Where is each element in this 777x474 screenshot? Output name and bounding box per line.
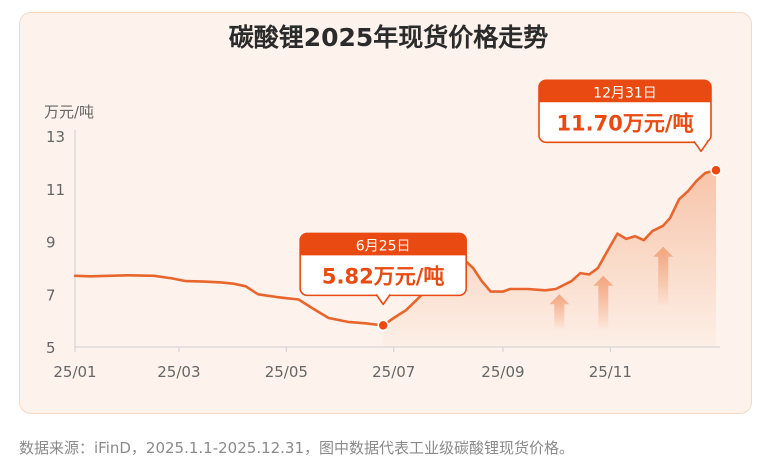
callout-tail-mask bbox=[377, 291, 390, 295]
x-tick-label-25-01: 25/01 bbox=[53, 363, 96, 381]
callout-tail-1 bbox=[375, 293, 391, 306]
callout-value-2: 11.70万元/吨 bbox=[556, 111, 693, 135]
up-arrow-3 bbox=[653, 246, 674, 305]
x-tick-label-25-07: 25/07 bbox=[372, 363, 415, 381]
title-wrap: 碳酸锂2025年现货价格走势 bbox=[0, 18, 777, 54]
callout-header-2 bbox=[539, 80, 711, 103]
callout-header-1 bbox=[300, 233, 467, 256]
callout-date-1: 6月25日 bbox=[356, 238, 411, 254]
x-tick-label-25-05: 25/05 bbox=[265, 363, 308, 381]
y-tick-label-5: 5 bbox=[46, 339, 56, 357]
x-tick-label-25-09: 25/09 bbox=[481, 363, 524, 381]
x-tick-label-25-11: 25/11 bbox=[589, 363, 632, 381]
chart-title: 碳酸锂2025年现货价格走势 bbox=[222, 18, 555, 54]
data-point-1 bbox=[377, 319, 389, 332]
y-tick-label-13: 13 bbox=[46, 128, 65, 146]
y-tick-label-9: 9 bbox=[46, 234, 56, 252]
data-point-2 bbox=[710, 164, 722, 177]
callout-value-1: 5.82万元/吨 bbox=[322, 264, 444, 288]
source-footnote: 数据来源：iFinD，2025.1.1-2025.12.31，图中数据代表工业级… bbox=[19, 439, 575, 457]
x-tick-label-25-03: 25/03 bbox=[157, 363, 200, 381]
shaded-area bbox=[383, 170, 716, 347]
y-tick-label-7: 7 bbox=[46, 286, 56, 304]
up-arrow-1 bbox=[549, 294, 570, 329]
callout-date-2: 12月31日 bbox=[593, 85, 657, 101]
callout-tail-2 bbox=[693, 140, 709, 153]
up-arrow-2 bbox=[593, 275, 614, 329]
y-axis-unit: 万元/吨 bbox=[44, 103, 95, 121]
y-tick-label-11: 11 bbox=[46, 181, 65, 199]
callout-tail-mask bbox=[695, 138, 707, 142]
